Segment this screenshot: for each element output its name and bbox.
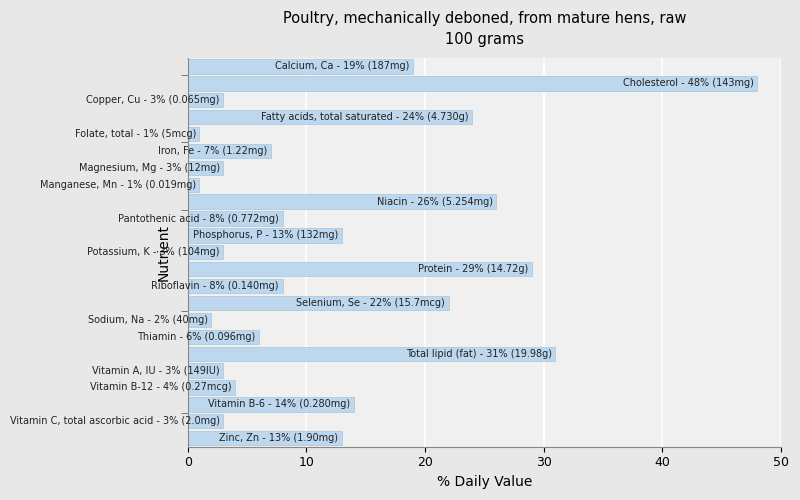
Bar (188, 110, 472, 124)
Bar (188, 76, 757, 90)
X-axis label: % Daily Value: % Daily Value (437, 475, 532, 489)
Text: Zinc, Zn - 13% (1.90mg): Zinc, Zn - 13% (1.90mg) (219, 433, 338, 443)
Bar (188, 245, 223, 260)
Text: Selenium, Se - 22% (15.7mcg): Selenium, Se - 22% (15.7mcg) (296, 298, 445, 308)
Bar (188, 330, 259, 344)
Text: Sodium, Na - 2% (40mg): Sodium, Na - 2% (40mg) (88, 315, 208, 325)
Bar (188, 346, 555, 361)
Text: Total lipid (fat) - 31% (19.98g): Total lipid (fat) - 31% (19.98g) (406, 348, 552, 358)
Text: Vitamin A, IU - 3% (149IU): Vitamin A, IU - 3% (149IU) (92, 366, 220, 376)
Bar (188, 194, 496, 209)
Text: Cholesterol - 48% (143mg): Cholesterol - 48% (143mg) (622, 78, 754, 88)
Bar (188, 178, 199, 192)
Bar (188, 380, 235, 394)
Text: Calcium, Ca - 19% (187mg): Calcium, Ca - 19% (187mg) (275, 62, 410, 72)
Y-axis label: Nutrient: Nutrient (157, 224, 170, 281)
Text: Pantothenic acid - 8% (0.772mg): Pantothenic acid - 8% (0.772mg) (118, 214, 279, 224)
Bar (188, 414, 223, 428)
Bar (188, 212, 282, 226)
Bar (188, 431, 342, 446)
Text: Copper, Cu - 3% (0.065mg): Copper, Cu - 3% (0.065mg) (86, 95, 220, 105)
Title: Poultry, mechanically deboned, from mature hens, raw
100 grams: Poultry, mechanically deboned, from matu… (282, 11, 686, 47)
Text: Magnesium, Mg - 3% (12mg): Magnesium, Mg - 3% (12mg) (78, 163, 220, 173)
Bar (188, 312, 211, 327)
Text: Riboflavin - 8% (0.140mg): Riboflavin - 8% (0.140mg) (151, 281, 279, 291)
Bar (188, 127, 199, 141)
Text: Vitamin B-6 - 14% (0.280mg): Vitamin B-6 - 14% (0.280mg) (208, 400, 350, 409)
Bar (188, 397, 354, 411)
Text: Potassium, K - 3% (104mg): Potassium, K - 3% (104mg) (87, 248, 220, 258)
Text: Thiamin - 6% (0.096mg): Thiamin - 6% (0.096mg) (137, 332, 255, 342)
Bar (188, 144, 270, 158)
Text: Niacin - 26% (5.254mg): Niacin - 26% (5.254mg) (377, 196, 493, 206)
Text: Vitamin C, total ascorbic acid - 3% (2.0mg): Vitamin C, total ascorbic acid - 3% (2.0… (10, 416, 220, 426)
Text: Protein - 29% (14.72g): Protein - 29% (14.72g) (418, 264, 528, 274)
Text: Folate, total - 1% (5mcg): Folate, total - 1% (5mcg) (74, 129, 196, 139)
Bar (188, 60, 413, 74)
Bar (188, 364, 223, 378)
Bar (188, 93, 223, 108)
Bar (188, 228, 342, 242)
Bar (188, 160, 223, 175)
Text: Vitamin B-12 - 4% (0.27mcg): Vitamin B-12 - 4% (0.27mcg) (90, 382, 231, 392)
Text: Phosphorus, P - 13% (132mg): Phosphorus, P - 13% (132mg) (193, 230, 338, 240)
Text: Manganese, Mn - 1% (0.019mg): Manganese, Mn - 1% (0.019mg) (40, 180, 196, 190)
Bar (188, 296, 449, 310)
Text: Fatty acids, total saturated - 24% (4.730g): Fatty acids, total saturated - 24% (4.73… (262, 112, 469, 122)
Text: Iron, Fe - 7% (1.22mg): Iron, Fe - 7% (1.22mg) (158, 146, 267, 156)
Bar (188, 262, 532, 276)
Bar (188, 279, 282, 293)
